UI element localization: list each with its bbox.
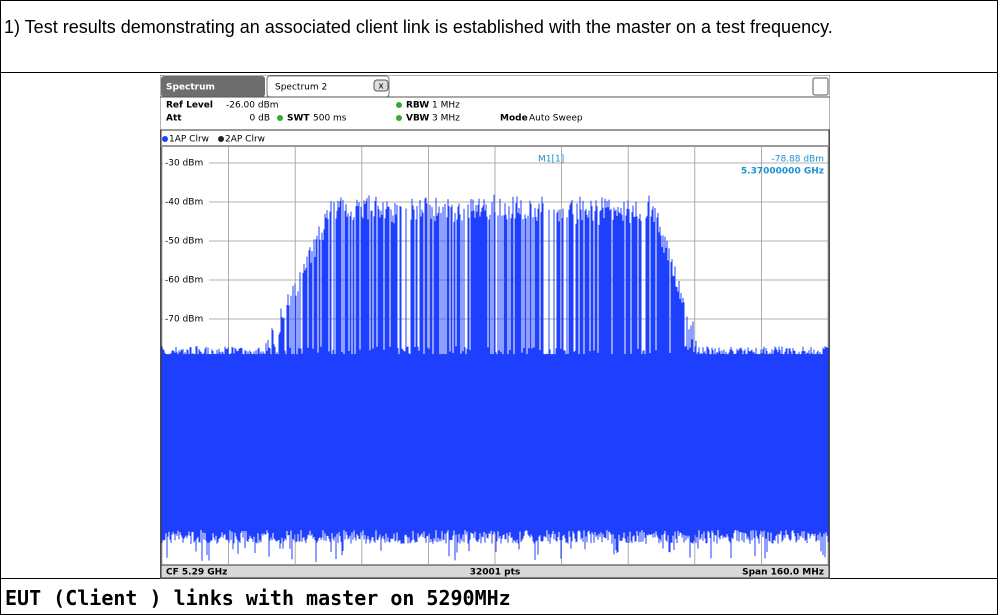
y-axis-label: -40 dBm — [165, 198, 203, 208]
trace-label: 1AP Clrw — [169, 135, 209, 145]
marker-level: -78.88 dBm — [771, 155, 824, 165]
y-axis-label: -70 dBm — [165, 315, 203, 325]
tab[interactable]: Spectrum 2 — [275, 83, 327, 93]
y-axis-label: -30 dBm — [165, 159, 203, 169]
page: 1) Test results demonstrating an associa… — [0, 0, 1000, 615]
y-axis-label: -50 dBm — [165, 237, 203, 247]
sweep-points: 32001 pts — [470, 568, 521, 578]
value: 1 MHz — [432, 101, 460, 111]
label: Mode — [500, 114, 528, 124]
center-frequency: CF 5.29 GHz — [166, 568, 227, 578]
value: 0 dB — [250, 114, 270, 124]
label: Ref Level — [166, 101, 213, 111]
svg-text:x: x — [378, 82, 384, 92]
caption: EUT (Client ) links with master on 5290M… — [0, 578, 998, 615]
value: Auto Sweep — [529, 114, 583, 124]
value: 500 ms — [313, 114, 347, 124]
label: VBW — [406, 114, 429, 124]
value: 3 MHz — [432, 114, 460, 124]
label: SWT — [287, 114, 310, 124]
marker-label: M1[1] — [538, 155, 564, 165]
trace-label: 2AP Clrw — [225, 135, 265, 145]
marker-frequency: 5.37000000 GHz — [741, 167, 824, 177]
noise-band — [162, 354, 828, 530]
label: Att — [166, 114, 182, 124]
tab[interactable]: Spectrum — [166, 83, 215, 93]
header-text: 1) Test results demonstrating an associa… — [0, 0, 998, 73]
value: -26.00 dBm — [226, 101, 279, 111]
spectrum-screenshot: x Spectrum Spectrum 2 Ref Level -26.00 d… — [160, 75, 830, 579]
y-axis-label: -60 dBm — [165, 276, 203, 286]
label: RBW — [406, 101, 429, 111]
span: Span 160.0 MHz — [742, 568, 824, 578]
